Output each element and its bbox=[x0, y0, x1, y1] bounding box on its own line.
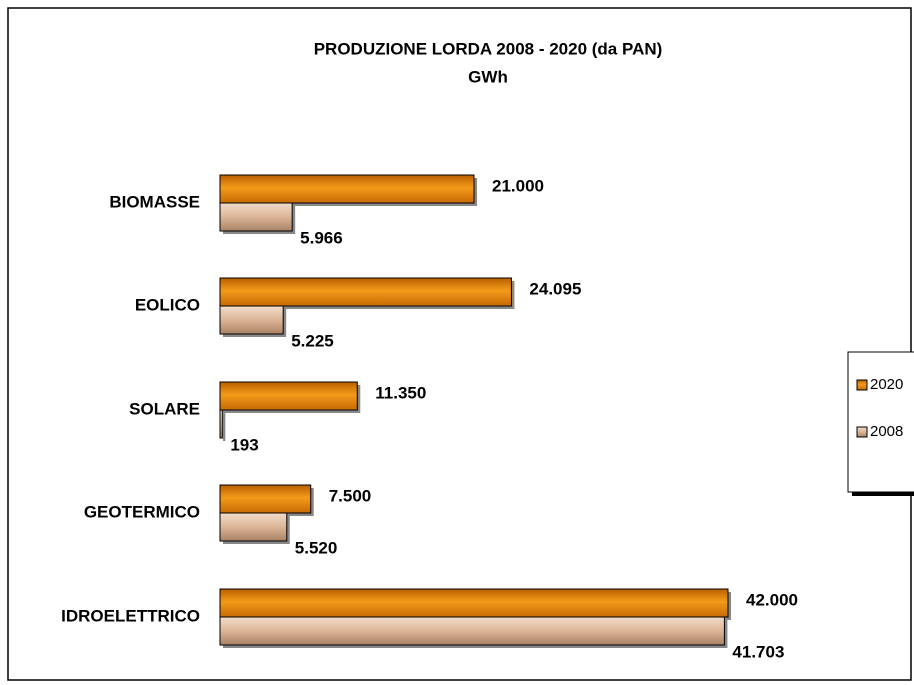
legend-swatch bbox=[856, 379, 868, 391]
bar bbox=[219, 174, 475, 204]
bar bbox=[219, 202, 293, 232]
legend: 2020 2008 bbox=[847, 351, 914, 496]
chart-title: PRODUZIONE LORDA 2008 - 2020 (da PAN) bbox=[314, 39, 663, 58]
bar bbox=[219, 277, 512, 307]
data-label: 42.000 bbox=[746, 590, 798, 609]
y-tick-label: SOLARE bbox=[129, 399, 200, 418]
data-label: 11.350 bbox=[375, 383, 426, 402]
legend-label: 2020 bbox=[870, 376, 903, 393]
bar bbox=[219, 616, 725, 646]
data-label: 5.966 bbox=[300, 228, 343, 247]
data-label: 21.000 bbox=[492, 176, 544, 195]
data-label: 5.520 bbox=[295, 538, 338, 557]
bar-shadow bbox=[223, 413, 226, 441]
data-label: 193 bbox=[230, 435, 258, 454]
data-label: 24.095 bbox=[529, 279, 581, 298]
bar bbox=[219, 512, 288, 542]
y-tick-label: BIOMASSE bbox=[109, 192, 200, 211]
bar bbox=[219, 484, 312, 514]
legend-label: 2008 bbox=[870, 423, 903, 440]
chart-subtitle: GWh bbox=[468, 67, 508, 86]
legend-swatch bbox=[856, 426, 868, 438]
data-label: 5.225 bbox=[291, 331, 334, 350]
bar bbox=[219, 409, 223, 439]
legend-box bbox=[847, 351, 914, 493]
y-tick-label: IDROELETTRICO bbox=[61, 606, 200, 625]
plot-frame bbox=[7, 7, 912, 681]
bar bbox=[219, 588, 729, 618]
bar bbox=[219, 305, 284, 335]
y-tick-label: GEOTERMICO bbox=[84, 502, 200, 521]
y-tick-label: EOLICO bbox=[135, 295, 200, 314]
data-label: 7.500 bbox=[329, 486, 372, 505]
bar bbox=[219, 381, 358, 411]
data-label: 41.703 bbox=[732, 642, 784, 661]
